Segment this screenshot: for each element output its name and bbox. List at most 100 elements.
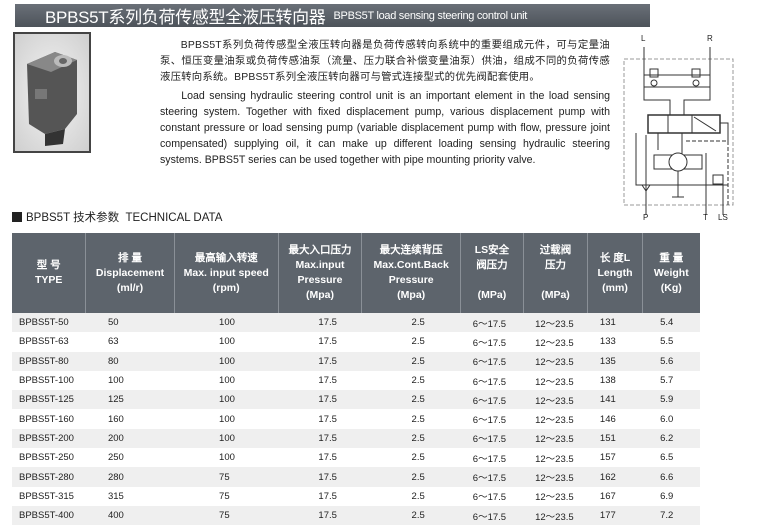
table-cell: 6.6: [642, 467, 700, 487]
table-cell: 17.5: [318, 452, 337, 464]
column-header-line: 长 度L: [599, 251, 631, 264]
column-header-line: Max. input speed: [183, 266, 269, 279]
table-cell: 100: [219, 375, 235, 387]
column-header-line: Max.Cont.Back: [373, 259, 449, 271]
table-cell: 6～17.5: [472, 492, 507, 504]
table-cell: 6～17.5: [460, 505, 524, 526]
table-cell: 157: [599, 452, 616, 464]
product-photo: [13, 32, 91, 153]
intro-en: Load sensing hydraulic steering control …: [160, 90, 610, 166]
column-header-line: 压力: [545, 259, 566, 271]
table-row: BPBS5T-400 400 75 17.5 2.5 6～17.5 12～23.5 177 7.…: [12, 505, 700, 526]
column-header: 最大入口压力 Max.input Pressure (Mpa): [277, 233, 362, 313]
column-header-line: 型 号: [36, 259, 61, 271]
table-cell: 200: [85, 428, 175, 449]
table-cell: 6～17.5: [460, 467, 524, 487]
column-header-line: (Mpa): [305, 289, 334, 301]
column-header-line: [463, 273, 520, 288]
table-cell: 12～23.5: [523, 313, 588, 333]
column-header: LS安全 阀压力 (MPa): [460, 233, 524, 313]
table-cell: BPBS5T-280: [12, 467, 86, 487]
table-cell: 100: [174, 313, 279, 333]
table-cell: 12～23.5: [535, 337, 574, 349]
column-header-line: (Kg): [660, 281, 682, 294]
title-cn: BPBS5T系列负荷传感型全液压转向器: [45, 8, 326, 27]
column-header-line: 最高输入转速: [194, 251, 258, 264]
table-cell: 125: [85, 390, 175, 410]
column-header: 型 号 TYPE: [12, 233, 86, 313]
column-header-line: (MPa): [541, 289, 570, 301]
table-cell: 2.5: [361, 313, 461, 333]
table-cell: 5.5: [660, 336, 674, 348]
column-header-line: 过载阀: [539, 244, 572, 256]
table-cell: 151: [587, 428, 643, 449]
table-cell: 6～17.5: [460, 428, 524, 449]
table-cell: 12～23.5: [523, 505, 588, 526]
table-cell: 100: [219, 452, 235, 464]
table-cell: 6～17.5: [472, 453, 507, 465]
table-row: BPBS5T-63 63 100 17.5 2.5 6～17.5 12～23.5 133 5.5: [12, 332, 700, 351]
column-header-line: 重 量: [659, 251, 684, 264]
port-label-p: P: [643, 213, 649, 222]
table-cell: BPBS5T-315: [19, 490, 74, 502]
column-header-line: Pressure: [388, 274, 434, 286]
table-cell: 2.5: [411, 375, 425, 387]
table-cell: 100: [219, 336, 235, 348]
table-cell: 2.5: [411, 452, 425, 464]
table-cell: 2.5: [361, 505, 461, 526]
table-cell: 100: [107, 375, 124, 387]
port-label-r: R: [707, 34, 713, 43]
title-bar: BPBS5T系列负荷传感型全液压转向器 BPBS5T load sensing …: [15, 4, 650, 27]
intro-text: BPBS5T系列负荷传感型全液压转向器是负荷传感转向系统中的重要组成元件，可与定…: [160, 38, 610, 170]
section-title: BPBS5T 技术参数 TECHNICAL DATA: [26, 212, 223, 224]
table-cell: BPBS5T-80: [12, 351, 86, 371]
table-cell: 6～17.5: [460, 351, 524, 371]
table-row: BPBS5T-50 50 100 17.5 2.5 6～17.5 12～23.5 131 5.4: [12, 313, 700, 333]
column-header: 最高输入转速 Max. input speed (rpm): [173, 233, 279, 313]
table-cell: 12～23.5: [523, 351, 588, 371]
table-cell: 6～17.5: [472, 376, 507, 388]
table-row: BPBS5T-200 200 100 17.5 2.5 6～17.5 12～23.5 151 6…: [12, 428, 700, 449]
table-cell: 2.5: [361, 390, 461, 410]
table-cell: BPBS5T-50: [12, 313, 86, 333]
column-header-line: [526, 273, 586, 288]
table-cell: 100: [174, 351, 279, 371]
table-cell: 6～17.5: [460, 313, 524, 333]
table-cell: 5.9: [642, 390, 700, 410]
column-header: 过载阀压力 (MPa): [522, 233, 588, 313]
table-cell: 12～23.5: [535, 453, 574, 465]
hydraulic-schematic: L R P T LS: [610, 25, 740, 225]
table-cell: 315: [107, 490, 124, 502]
column-header: 长 度L Length (mm): [587, 233, 643, 313]
table-cell: BPBS5T-400: [12, 505, 86, 526]
table-cell: 17.5: [318, 375, 337, 387]
table-cell: 75: [219, 490, 230, 502]
table-cell: 50: [85, 313, 175, 333]
table-cell: 2.5: [411, 336, 425, 348]
table-cell: 12～23.5: [523, 467, 588, 487]
table-cell: BPBS5T-160: [19, 413, 74, 425]
table-cell: 2.5: [361, 467, 461, 487]
table-cell: 12～23.5: [535, 415, 574, 427]
table-cell: 17.5: [278, 390, 362, 410]
column-header-line: Max.input: [295, 259, 345, 271]
intro-cn: BPBS5T系列负荷传感型全液压转向器是负荷传感转向系统中的重要组成元件，可与定…: [160, 40, 610, 83]
table-cell: 250: [107, 452, 124, 464]
table-cell: 17.5: [278, 428, 362, 449]
table-cell: 6.0: [660, 413, 674, 425]
table-cell: 6.9: [660, 490, 674, 502]
table-cell: 17.5: [318, 336, 337, 348]
column-header-line: 排 量: [118, 251, 142, 264]
table-row: BPBS5T-315 315 75 17.5 2.5 6～17.5 12～23.5 167 6.…: [12, 487, 700, 506]
table-cell: 63: [107, 336, 119, 348]
table-cell: 17.5: [278, 505, 362, 526]
table-cell: 141: [587, 390, 643, 410]
column-header-line: LS安全: [474, 244, 510, 256]
table-cell: 12～23.5: [535, 492, 574, 504]
table-row: BPBS5T-80 80 100 17.5 2.5 6～17.5 12～23.5 135 5.6: [12, 351, 700, 371]
table-cell: BPBS5T-250: [19, 452, 74, 464]
table-cell: 17.5: [278, 313, 362, 333]
column-header-line: Displacement: [95, 266, 165, 279]
table-cell: 5.6: [642, 351, 700, 371]
port-label-t: T: [703, 213, 708, 222]
